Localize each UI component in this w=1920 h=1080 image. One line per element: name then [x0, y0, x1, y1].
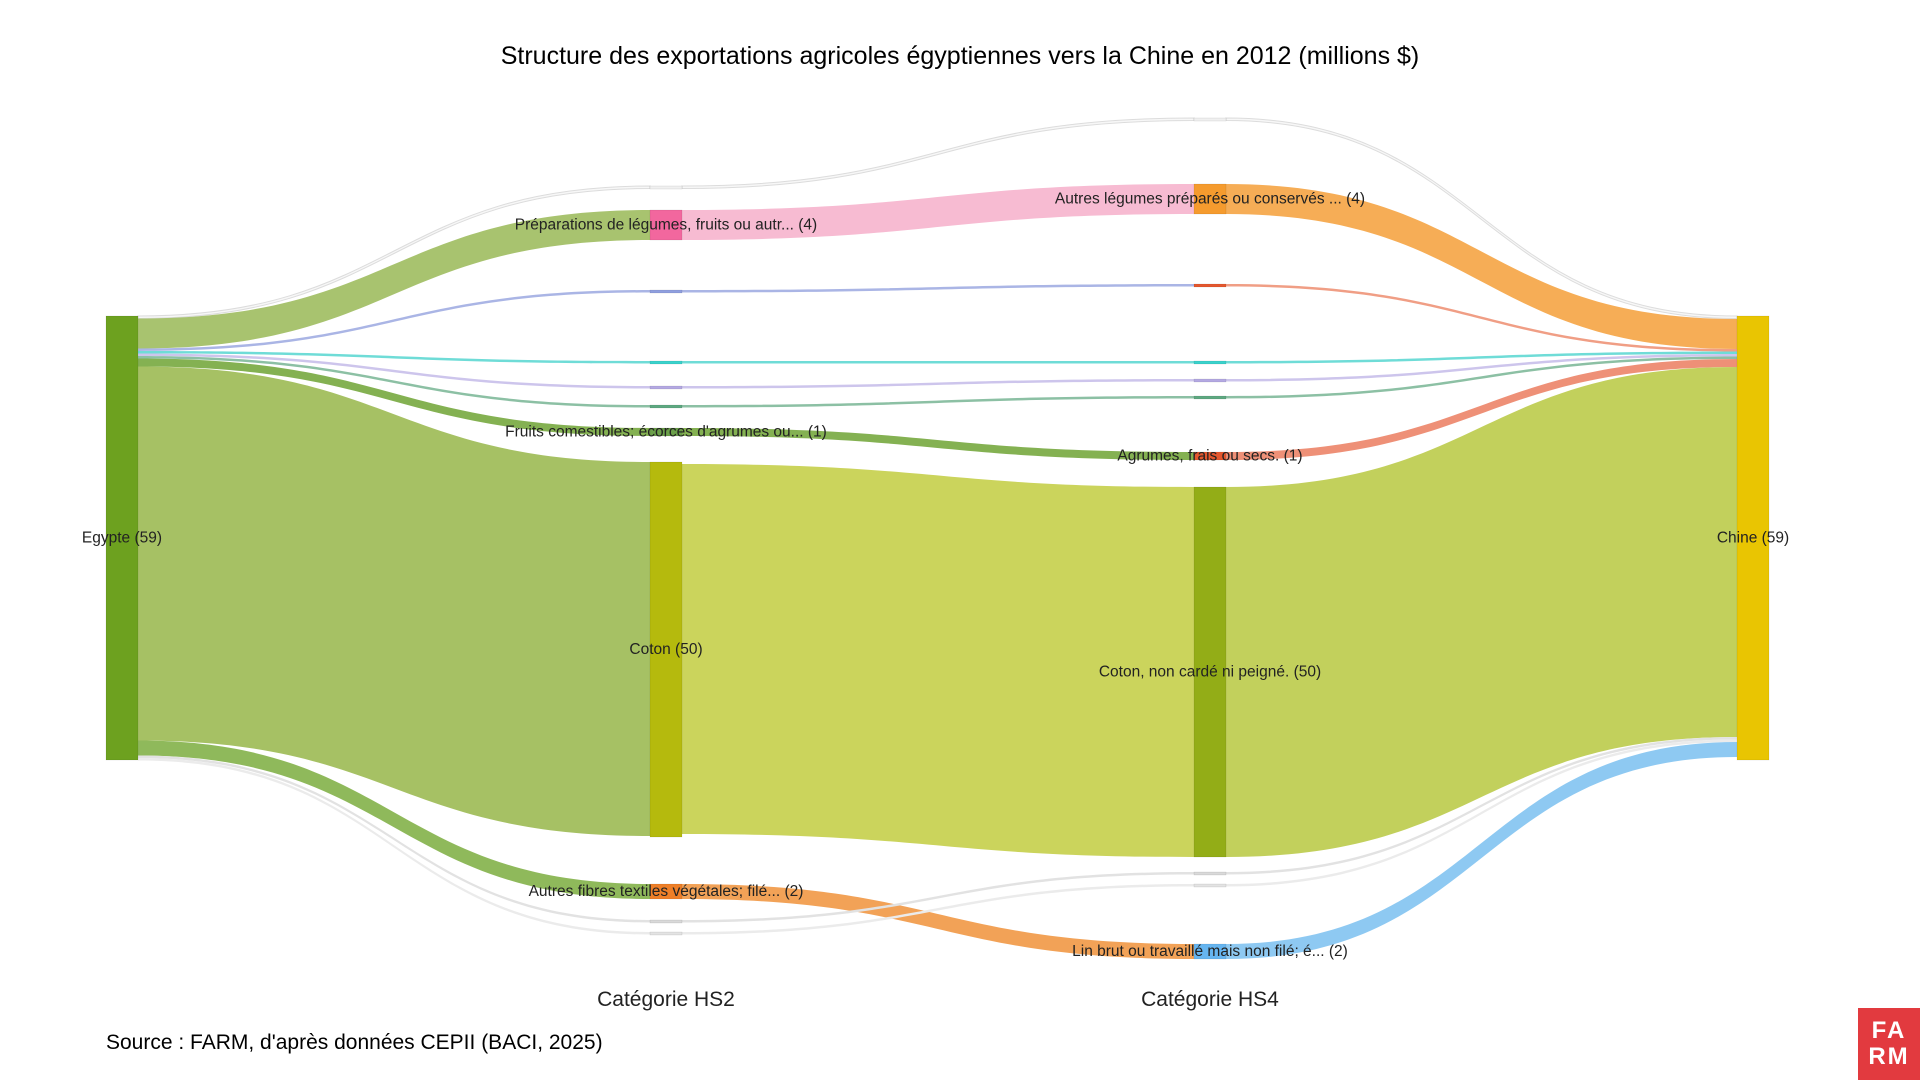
sankey-node-hs4_cyan[interactable]: [1193, 360, 1227, 365]
sankey-node-hs4_g2[interactable]: [1193, 883, 1227, 888]
sankey-link-hs4_lav-chine[interactable]: [1226, 354, 1737, 382]
column-label-hs4: Catégorie HS4: [1141, 988, 1279, 1011]
sankey-node-hs4_coton[interactable]: [1193, 486, 1227, 858]
sankey-labels-layer: Egypte (59) Préparations de légumes, frui…: [82, 191, 1789, 961]
sankey-node-hs4_teal[interactable]: [1193, 395, 1227, 400]
sankey-link-hs2_teal-hs4_teal[interactable]: [682, 396, 1194, 408]
sankey-link-egypte-hs2_cyan[interactable]: [138, 351, 650, 364]
sankey-node-hs2_fibres[interactable]: [649, 883, 683, 900]
sankey-node-label-hs2_fruits: Fruits comestibles; écorces d'agrumes ou…: [505, 424, 827, 441]
sankey-link-egypte-hs2_teal[interactable]: [138, 356, 650, 408]
sankey-link-egypte-hs2_g2[interactable]: [138, 758, 650, 935]
sankey-link-hs4_g2-chine[interactable]: [1226, 739, 1737, 887]
sankey-link-hs2_peri-hs4_red[interactable]: [682, 284, 1194, 293]
sankey-node-hs4_lav[interactable]: [1193, 378, 1227, 383]
sankey-node-egypte[interactable]: [105, 315, 139, 761]
sankey-node-hs4_g1[interactable]: [1193, 871, 1227, 876]
sankey-link-hs4_red-chine[interactable]: [1226, 284, 1737, 352]
sankey-link-hs4_leg-chine[interactable]: [1226, 184, 1737, 349]
sankey-link-egypte-hs2_fibres[interactable]: [138, 740, 650, 900]
sankey-node-hs2_white[interactable]: [649, 185, 683, 190]
sankey-link-hs2_white-hs4_white[interactable]: [681, 117, 1195, 190]
sankey-node-hs4_leg[interactable]: [1193, 183, 1227, 215]
sankey-link-egypte-hs2_peri[interactable]: [138, 290, 650, 351]
sankey-node-hs2_g2[interactable]: [649, 931, 683, 936]
sankey-node-hs2_coton[interactable]: [649, 461, 683, 838]
sankey-links-layer: [137, 117, 1738, 959]
sankey-node-hs4_lin[interactable]: [1193, 943, 1227, 960]
chart-title: Structure des exportations agricoles égy…: [500, 42, 1420, 70]
sankey-link-egypte-hs2_prep[interactable]: [138, 210, 650, 349]
sankey-node-chine[interactable]: [1736, 315, 1770, 761]
sankey-node-hs2_teal[interactable]: [649, 404, 683, 409]
sankey-link-hs4_cyan-chine[interactable]: [1226, 351, 1737, 364]
sankey-node-hs4_white[interactable]: [1193, 117, 1227, 122]
sankey-link-hs2_lav-hs4_lav[interactable]: [682, 379, 1194, 389]
sankey-link-hs4_g1-chine[interactable]: [1226, 737, 1737, 875]
sankey-node-label-hs2_coton: Coton (50): [629, 641, 702, 658]
sankey-link-hs2_fibres-hs4_lin[interactable]: [682, 884, 1194, 959]
sankey-node-hs2_g1[interactable]: [649, 919, 683, 924]
sankey-node-hs4_agrumes[interactable]: [1193, 451, 1227, 461]
sankey-node-label-egypte: Egypte (59): [82, 530, 162, 547]
sankey-node-label-chine: Chine (59): [1717, 530, 1789, 547]
sankey-link-hs4_agrumes-chine[interactable]: [1226, 359, 1737, 460]
farm-logo: FA RM: [1858, 1008, 1920, 1080]
sankey-node-hs2_cyan[interactable]: [649, 360, 683, 365]
sankey-link-egypte-hs2_g1[interactable]: [138, 755, 650, 923]
sankey-link-egypte-hs2_lav[interactable]: [138, 353, 650, 389]
sankey-link-hs2_fruits-hs4_agrumes[interactable]: [682, 428, 1194, 460]
sankey-link-hs2_g1-hs4_g1[interactable]: [682, 872, 1194, 923]
sankey-node-hs2_prep[interactable]: [649, 209, 683, 241]
farm-logo-line2: RM: [1868, 1043, 1910, 1070]
sankey-link-hs2_prep-hs4_leg[interactable]: [682, 184, 1194, 240]
sankey-node-label-hs4_lin: Lin brut ou travaillé mais non filé; é..…: [1072, 943, 1348, 960]
sankey-link-egypte-hs2_fruits[interactable]: [138, 358, 650, 437]
sankey-node-hs2_fruits[interactable]: [649, 427, 683, 437]
sankey-link-hs2_g2-hs4_g2[interactable]: [682, 884, 1194, 935]
sankey-node-label-hs4_coton: Coton, non cardé ni peigné. (50): [1099, 664, 1321, 681]
sankey-link-hs4_lin-chine[interactable]: [1226, 742, 1737, 959]
sankey-link-egypte-hs2_coton[interactable]: [138, 366, 650, 837]
farm-logo-line1: FA: [1871, 1017, 1907, 1044]
sankey-nodes-layer: [105, 117, 1770, 960]
column-label-hs2: Catégorie HS2: [597, 988, 735, 1011]
sankey-node-label-hs2_fibres: Autres fibres textiles végétales; filé..…: [529, 883, 804, 900]
sankey-node-label-hs4_leg: Autres légumes préparés ou conservés ...…: [1055, 191, 1365, 208]
sankey-node-label-hs4_agrumes: Agrumes, frais ou secs. (1): [1117, 448, 1302, 465]
sankey-node-label-hs2_prep: Préparations de légumes, fruits ou autr.…: [515, 217, 817, 234]
sankey-link-hs2_cyan-hs4_cyan[interactable]: [682, 361, 1194, 364]
sankey-link-hs2_coton-hs4_coton[interactable]: [682, 464, 1194, 857]
sankey-node-hs2_peri[interactable]: [649, 289, 683, 294]
sankey-link-hs4_coton-chine[interactable]: [1226, 367, 1737, 857]
sankey-node-hs2_lav[interactable]: [649, 385, 683, 390]
sankey-link-egypte-hs2_white[interactable]: [137, 185, 651, 320]
sankey-node-hs4_red[interactable]: [1193, 283, 1227, 288]
sankey-link-hs4_teal-chine[interactable]: [1226, 356, 1737, 399]
source-note: Source : FARM, d'après données CEPII (BA…: [106, 1031, 603, 1054]
